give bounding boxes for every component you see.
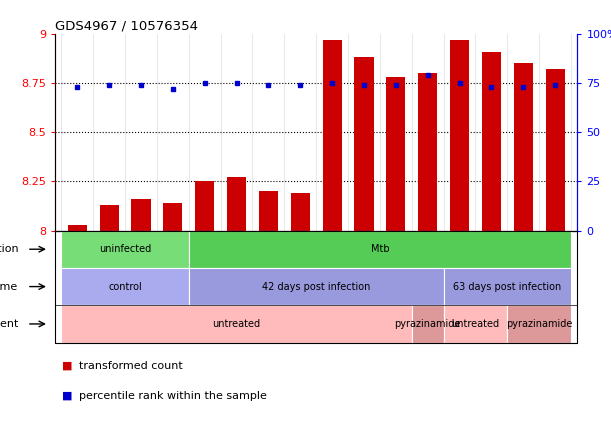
Bar (482, 52, 501, 231)
Text: 63 days post infection: 63 days post infection (453, 282, 562, 291)
Bar (68, 225, 87, 231)
Bar (100, 205, 119, 231)
Bar (131, 199, 150, 231)
Text: GDS4967 / 10576354: GDS4967 / 10576354 (55, 20, 198, 33)
Bar (386, 77, 405, 231)
Text: control: control (108, 282, 142, 291)
Text: agent: agent (0, 319, 18, 329)
Text: percentile rank within the sample: percentile rank within the sample (79, 390, 267, 401)
Text: untreated: untreated (213, 319, 261, 329)
Bar (450, 40, 469, 231)
Bar (195, 181, 214, 231)
Text: ■: ■ (62, 390, 73, 401)
Bar (546, 69, 565, 231)
Text: untreated: untreated (452, 319, 500, 329)
Text: time: time (0, 282, 18, 291)
Bar (418, 73, 437, 231)
Bar (354, 58, 373, 231)
Bar (259, 191, 278, 231)
Text: 42 days post infection: 42 days post infection (262, 282, 370, 291)
Bar (291, 193, 310, 231)
Text: uninfected: uninfected (99, 244, 151, 254)
Text: infection: infection (0, 244, 18, 254)
Bar (323, 40, 342, 231)
Text: Mtb: Mtb (371, 244, 389, 254)
Bar (163, 203, 183, 231)
Text: transformed count: transformed count (79, 361, 183, 371)
Bar (514, 63, 533, 231)
Bar (227, 177, 246, 231)
Text: pyrazinamide: pyrazinamide (506, 319, 573, 329)
Text: ■: ■ (62, 361, 73, 371)
Text: pyrazinamide: pyrazinamide (395, 319, 461, 329)
